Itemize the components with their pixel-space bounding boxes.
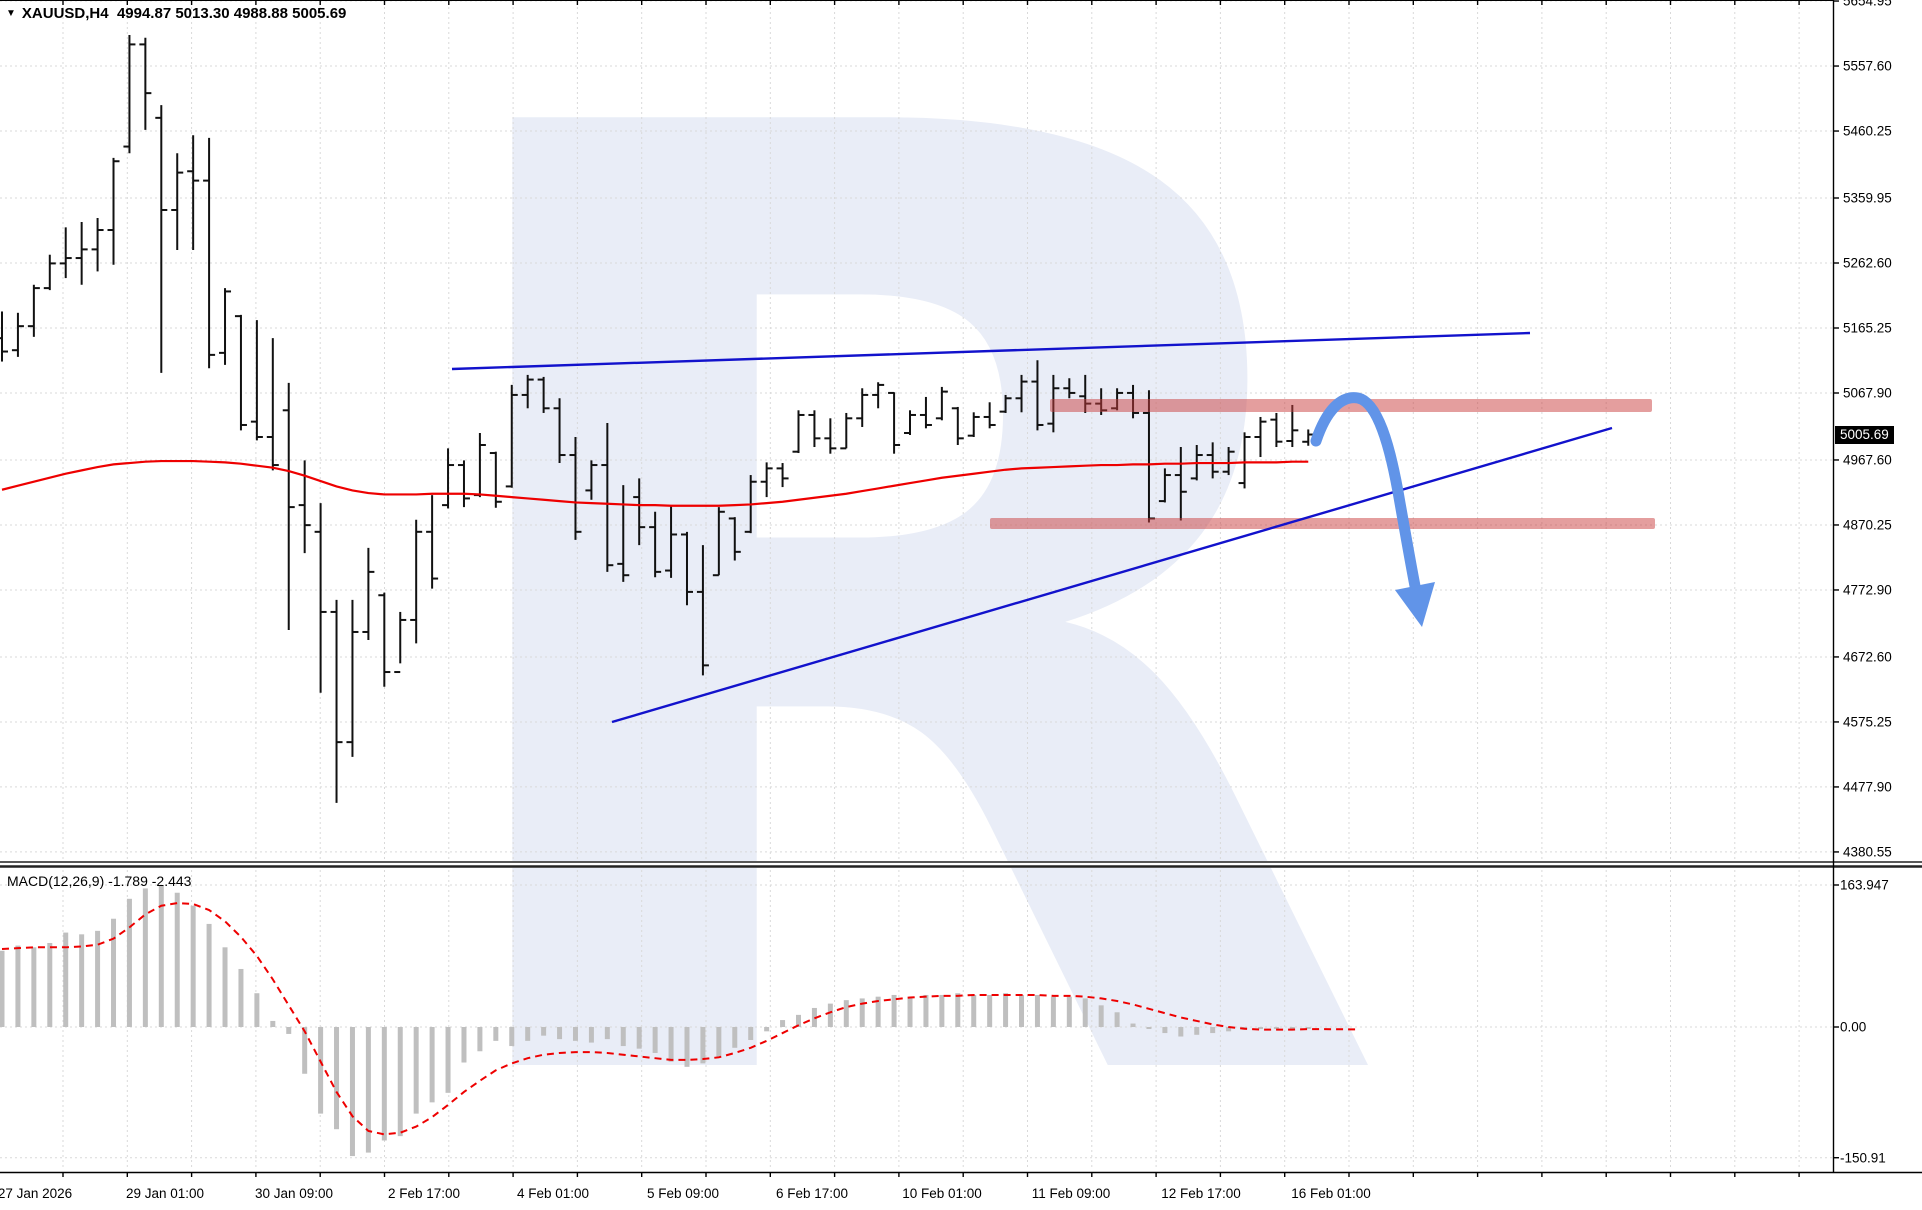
axis-ticks — [62, 0, 1839, 1177]
price-scale-label: 4477.90 — [1843, 779, 1892, 795]
time-axis-label: 4 Feb 01:00 — [516, 1186, 590, 1201]
symbol-period-label: XAUUSD,H4 — [21, 5, 109, 22]
time-axis-label: 6 Feb 17:00 — [775, 1186, 849, 1201]
macd-scale-label: 163.947 — [1840, 877, 1889, 893]
chart-header: ▼ XAUUSD,H4 4994.87 5013.30 4988.88 5005.… — [6, 5, 346, 22]
price-scale-label: 4575.25 — [1843, 714, 1892, 730]
time-axis-label: 16 Feb 01:00 — [1291, 1186, 1371, 1201]
macd-scale-label: 0.00 — [1840, 1019, 1867, 1035]
time-axis-label: 10 Feb 01:00 — [902, 1186, 982, 1201]
price-scale-label: 4772.90 — [1843, 582, 1892, 598]
time-axis-label: 29 Jan 01:00 — [125, 1186, 205, 1201]
macd-signal-value: -2.443 — [151, 873, 192, 889]
forecast-arrow[interactable] — [1310, 392, 1435, 627]
upper-channel-line[interactable] — [451, 331, 1531, 371]
price-scale-label: 4870.25 — [1843, 517, 1892, 533]
header-close-value: 5005.69 — [292, 5, 347, 22]
ohlc-bars — [0, 35, 1315, 803]
header-open-value: 4994.87 — [116, 5, 172, 22]
price-scale-label: 4672.60 — [1843, 649, 1892, 665]
resistance-zone[interactable] — [1050, 399, 1652, 412]
time-axis-label: 11 Feb 09:00 — [1031, 1186, 1111, 1201]
time-axis-label: 27 Jan 2026 — [0, 1186, 73, 1201]
price-scale-label: 5262.60 — [1843, 255, 1892, 271]
macd-scale-label: -150.91 — [1840, 1150, 1886, 1166]
price-scale-label: 5165.25 — [1843, 320, 1892, 336]
moving-average-line[interactable] — [1, 459, 1309, 507]
support-zone[interactable] — [990, 518, 1655, 529]
price-scale-label: 5359.95 — [1843, 190, 1892, 206]
macd-signal-line — [1, 902, 1357, 1136]
price-scale-label: 4380.55 — [1843, 844, 1892, 860]
macd-indicator-label: MACD(12,26,9) -1.789 -2.443 — [7, 873, 192, 889]
symbol-dropdown-icon[interactable]: ▼ — [6, 8, 16, 19]
time-axis-label: 5 Feb 09:00 — [646, 1186, 720, 1201]
price-scale-label: 5557.60 — [1843, 58, 1892, 74]
price-scale-label: 5067.90 — [1843, 385, 1892, 401]
lower-channel-line[interactable] — [611, 426, 1613, 724]
price-scale-label: 5654.95 — [1843, 0, 1892, 9]
price-scale-label: 4967.60 — [1843, 452, 1892, 468]
header-low-value: 4988.88 — [233, 5, 288, 22]
time-axis-label: 30 Jan 09:00 — [254, 1186, 334, 1201]
price-scale-label: 5460.25 — [1843, 123, 1892, 139]
header-high-value: 5013.30 — [175, 5, 230, 22]
current-price-badge: 5005.69 — [1835, 425, 1894, 444]
time-axis-label: 12 Feb 17:00 — [1161, 1186, 1241, 1201]
macd-main-value: -1.789 — [108, 873, 148, 889]
time-axis-label: 2 Feb 17:00 — [387, 1186, 461, 1201]
macd-histogram — [0, 885, 1311, 1157]
